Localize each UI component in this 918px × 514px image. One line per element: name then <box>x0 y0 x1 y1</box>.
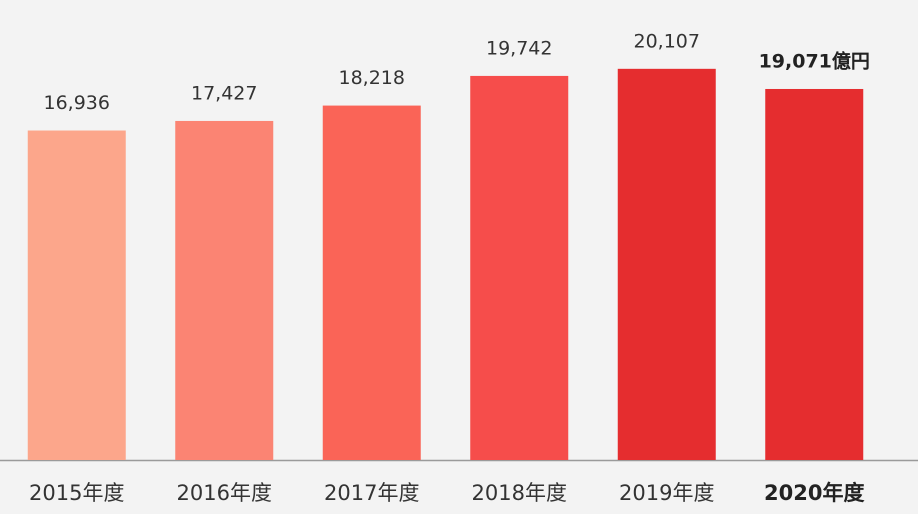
bar <box>322 105 421 460</box>
x-tick-label: 2020年度 <box>764 481 864 505</box>
value-label: 17,427 <box>191 82 257 104</box>
x-tick-label: 2017年度 <box>324 481 419 505</box>
bar <box>175 120 274 460</box>
value-label: 18,218 <box>339 67 405 89</box>
bar <box>765 88 864 460</box>
value-label: 20,107 <box>634 30 700 52</box>
x-tick-label: 2018年度 <box>472 481 567 505</box>
value-label: 19,742 <box>486 37 552 59</box>
x-tick-label: 2016年度 <box>177 481 272 505</box>
bar <box>27 130 126 460</box>
bar <box>617 68 716 460</box>
bar <box>470 75 569 461</box>
value-label: 16,936 <box>44 92 110 114</box>
x-tick-label: 2015年度 <box>29 481 124 505</box>
value-label: 19,071億円 <box>759 49 870 72</box>
x-tick-label: 2019年度 <box>619 481 714 505</box>
